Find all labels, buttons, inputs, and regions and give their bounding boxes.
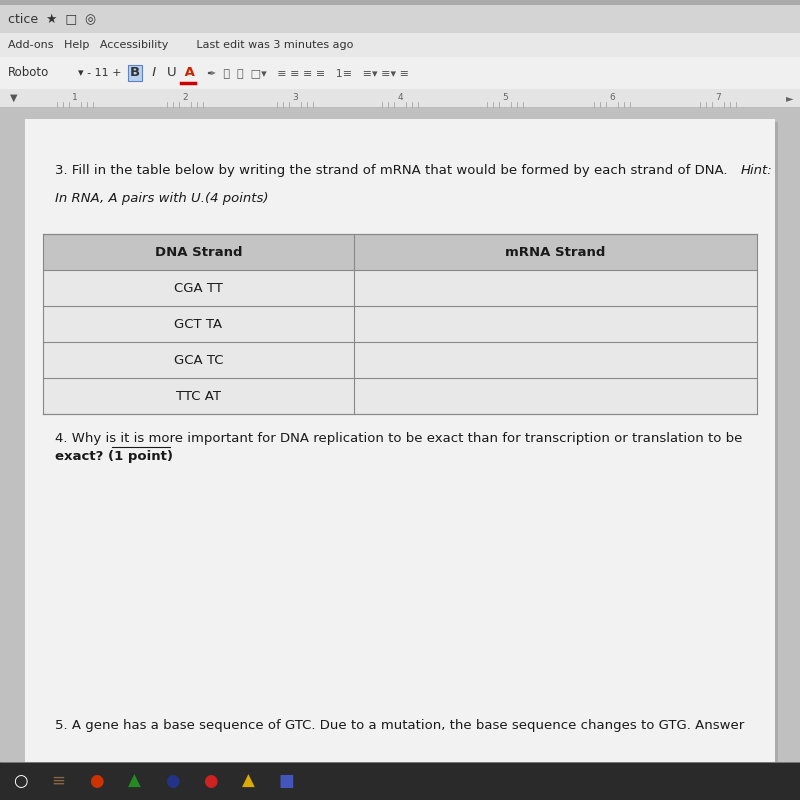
Text: mRNA Strand: mRNA Strand: [505, 246, 606, 258]
Text: I: I: [148, 66, 160, 79]
Bar: [0, 107, 800, 800]
Bar: [43, 270, 757, 306]
Text: ▲: ▲: [128, 772, 140, 790]
Text: ●: ●: [165, 772, 179, 790]
Text: ▼: ▼: [10, 93, 18, 103]
Text: ►: ►: [786, 93, 794, 103]
Text: 3: 3: [292, 94, 298, 102]
Text: In RNA, A pairs with U.(4 points): In RNA, A pairs with U.(4 points): [55, 192, 269, 205]
Bar: [25, 119, 775, 788]
Text: ●: ●: [89, 772, 103, 790]
Bar: [28, 122, 778, 791]
Text: Add-ons   Help   Accessibility        Last edit was 3 minutes ago: Add-ons Help Accessibility Last edit was…: [8, 40, 354, 50]
Bar: [43, 378, 757, 414]
Text: GCA TC: GCA TC: [174, 354, 223, 366]
Text: B: B: [130, 66, 140, 79]
Text: ○: ○: [13, 772, 27, 790]
Text: 5: 5: [502, 94, 508, 102]
Text: TTC AT: TTC AT: [176, 390, 221, 402]
Bar: [43, 342, 757, 378]
Text: 7: 7: [715, 94, 721, 102]
Text: Hint:: Hint:: [741, 164, 773, 177]
Text: A: A: [180, 66, 195, 79]
Text: U: U: [167, 66, 177, 79]
Text: 4. Why is it is more important for DNA replication to be exact than for transcri: 4. Why is it is more important for DNA r…: [55, 432, 742, 445]
Bar: [0, 762, 800, 800]
Text: ■: ■: [278, 772, 294, 790]
Bar: [43, 306, 757, 342]
Text: ●: ●: [202, 772, 218, 790]
Text: 5. A gene has a base sequence of GTC. Due to a mutation, the base sequence chang: 5. A gene has a base sequence of GTC. Du…: [55, 719, 744, 732]
Text: Roboto: Roboto: [8, 66, 50, 79]
Text: ≡: ≡: [51, 772, 65, 790]
Text: 4: 4: [397, 94, 403, 102]
Text: 2: 2: [182, 94, 188, 102]
Text: ✒  ⦿  ⧉  □▾   ≡ ≡ ≡ ≡   1≡   ≡▾ ≡▾ ≡: ✒ ⦿ ⧉ □▾ ≡ ≡ ≡ ≡ 1≡ ≡▾ ≡▾ ≡: [200, 68, 409, 78]
Bar: [43, 234, 757, 270]
Bar: [0, 5, 800, 33]
Text: 6: 6: [609, 94, 615, 102]
Text: DNA Strand: DNA Strand: [154, 246, 242, 258]
Text: ▾ - 11 +: ▾ - 11 +: [78, 68, 125, 78]
Text: exact? (1 point): exact? (1 point): [55, 450, 173, 463]
Text: ▲: ▲: [242, 772, 254, 790]
Text: 3. Fill in the table below by writing the strand of mRNA that would be formed by: 3. Fill in the table below by writing th…: [55, 164, 732, 177]
Text: ctice  ★  □  ◎: ctice ★ □ ◎: [8, 13, 96, 26]
Text: CGA TT: CGA TT: [174, 282, 222, 294]
Text: 1: 1: [72, 94, 78, 102]
Bar: [0, 57, 800, 89]
Text: GCT TA: GCT TA: [174, 318, 222, 330]
Bar: [0, 89, 800, 107]
Bar: [0, 33, 800, 57]
Bar: [0, 0, 800, 5]
